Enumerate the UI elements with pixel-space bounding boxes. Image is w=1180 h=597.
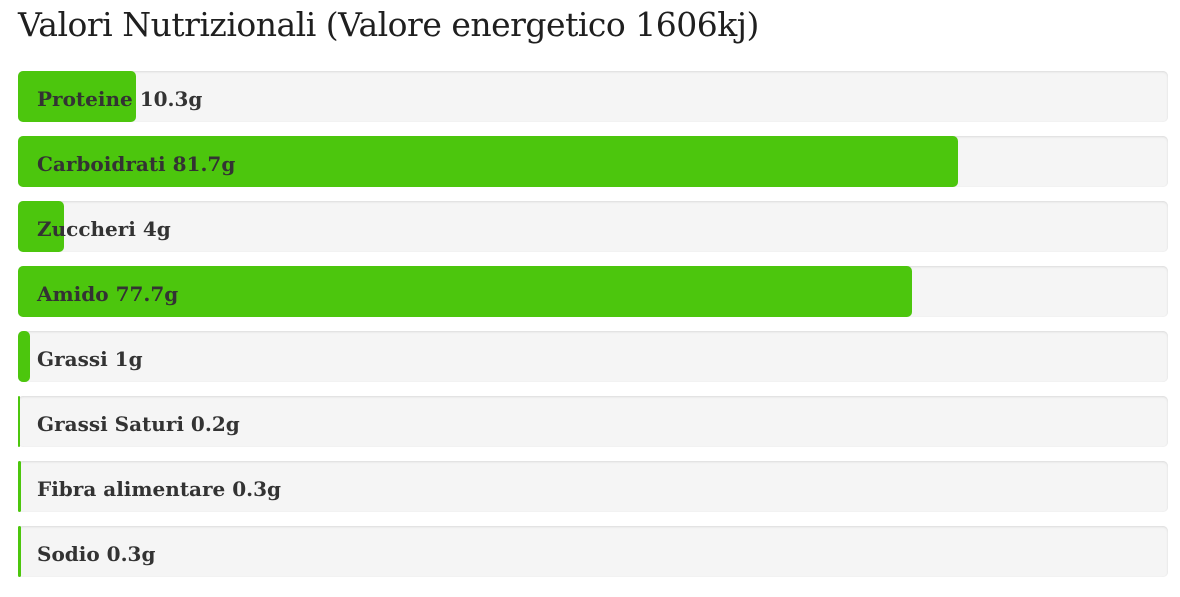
nutrition-chart: Valori Nutrizionali (Valore energetico 1… — [0, 4, 1180, 577]
bar-fill-grassi-saturi — [18, 396, 21, 447]
bar-row-zuccheri: Zuccheri 4g — [18, 201, 1168, 252]
bar-label-proteine: Proteine 10.3g — [37, 86, 203, 111]
bar-fill-zuccheri — [18, 201, 64, 252]
bar-rows: Proteine 10.3g Carboidrati 81.7g Zuccher… — [18, 71, 1168, 577]
bar-label-carboidrati: Carboidrati 81.7g — [37, 151, 236, 176]
bar-fill-carboidrati — [18, 136, 958, 187]
bar-row-proteine: Proteine 10.3g — [18, 71, 1168, 122]
bar-row-amido: Amido 77.7g — [18, 266, 1168, 317]
chart-title: Valori Nutrizionali (Valore energetico 1… — [18, 5, 759, 44]
bar-fill-amido — [18, 266, 912, 317]
bar-label-fibra-alimentare: Fibra alimentare 0.3g — [37, 476, 282, 501]
bar-fill-sodio — [18, 526, 22, 577]
bar-label-grassi: Grassi 1g — [37, 346, 143, 371]
bar-label-amido: Amido 77.7g — [37, 281, 179, 306]
bar-row-fibra-alimentare: Fibra alimentare 0.3g — [18, 461, 1168, 512]
bar-row-carboidrati: Carboidrati 81.7g — [18, 136, 1168, 187]
bar-fill-fibra-alimentare — [18, 461, 22, 512]
bar-label-zuccheri: Zuccheri 4g — [37, 216, 171, 241]
bar-row-grassi-saturi: Grassi Saturi 0.2g — [18, 396, 1168, 447]
bar-row-grassi: Grassi 1g — [18, 331, 1168, 382]
bar-fill-grassi — [18, 331, 30, 382]
bar-row-sodio: Sodio 0.3g — [18, 526, 1168, 577]
bar-label-sodio: Sodio 0.3g — [37, 541, 156, 566]
bar-fill-proteine — [18, 71, 137, 122]
bar-label-grassi-saturi: Grassi Saturi 0.2g — [37, 411, 240, 436]
